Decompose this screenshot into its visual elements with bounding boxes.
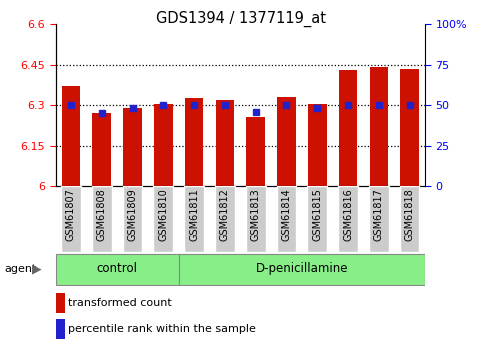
Text: GSM61810: GSM61810 — [158, 188, 168, 241]
Text: GSM61808: GSM61808 — [97, 188, 107, 241]
Bar — [369, 67, 388, 186]
Text: GSM61807: GSM61807 — [66, 188, 76, 241]
Bar — [184, 186, 204, 252]
Bar — [56, 254, 179, 285]
Text: GSM61813: GSM61813 — [251, 188, 261, 241]
Bar — [308, 104, 327, 186]
Bar — [338, 186, 358, 252]
Text: control: control — [97, 262, 138, 275]
Bar — [154, 104, 172, 186]
Text: agent: agent — [5, 264, 37, 274]
Bar — [215, 186, 235, 252]
Text: GSM61809: GSM61809 — [128, 188, 138, 241]
Text: ▶: ▶ — [32, 263, 42, 276]
Text: GSM61811: GSM61811 — [189, 188, 199, 241]
Bar — [307, 186, 327, 252]
Bar — [400, 186, 420, 252]
Bar — [154, 186, 173, 252]
Bar — [277, 97, 296, 186]
Text: GSM61816: GSM61816 — [343, 188, 353, 241]
Bar — [179, 254, 425, 285]
Bar — [62, 86, 80, 186]
Bar — [339, 70, 357, 186]
Text: percentile rank within the sample: percentile rank within the sample — [69, 324, 256, 334]
Bar — [400, 69, 419, 186]
Bar — [246, 117, 265, 186]
Text: GDS1394 / 1377119_at: GDS1394 / 1377119_at — [156, 10, 327, 27]
Text: GSM61817: GSM61817 — [374, 188, 384, 241]
Bar — [185, 98, 203, 186]
Bar — [246, 186, 266, 252]
Bar — [92, 113, 111, 186]
Text: D-penicillamine: D-penicillamine — [256, 262, 348, 275]
Text: GSM61812: GSM61812 — [220, 188, 230, 241]
Text: transformed count: transformed count — [69, 298, 172, 308]
Bar — [215, 100, 234, 186]
Bar — [56, 319, 65, 339]
Bar — [369, 186, 389, 252]
Bar — [92, 186, 112, 252]
Bar — [123, 186, 142, 252]
Text: GSM61815: GSM61815 — [313, 188, 322, 241]
Bar — [61, 186, 81, 252]
Text: GSM61814: GSM61814 — [282, 188, 291, 241]
Bar — [277, 186, 297, 252]
Bar — [56, 293, 65, 313]
Text: GSM61818: GSM61818 — [405, 188, 414, 241]
Bar — [123, 108, 142, 186]
